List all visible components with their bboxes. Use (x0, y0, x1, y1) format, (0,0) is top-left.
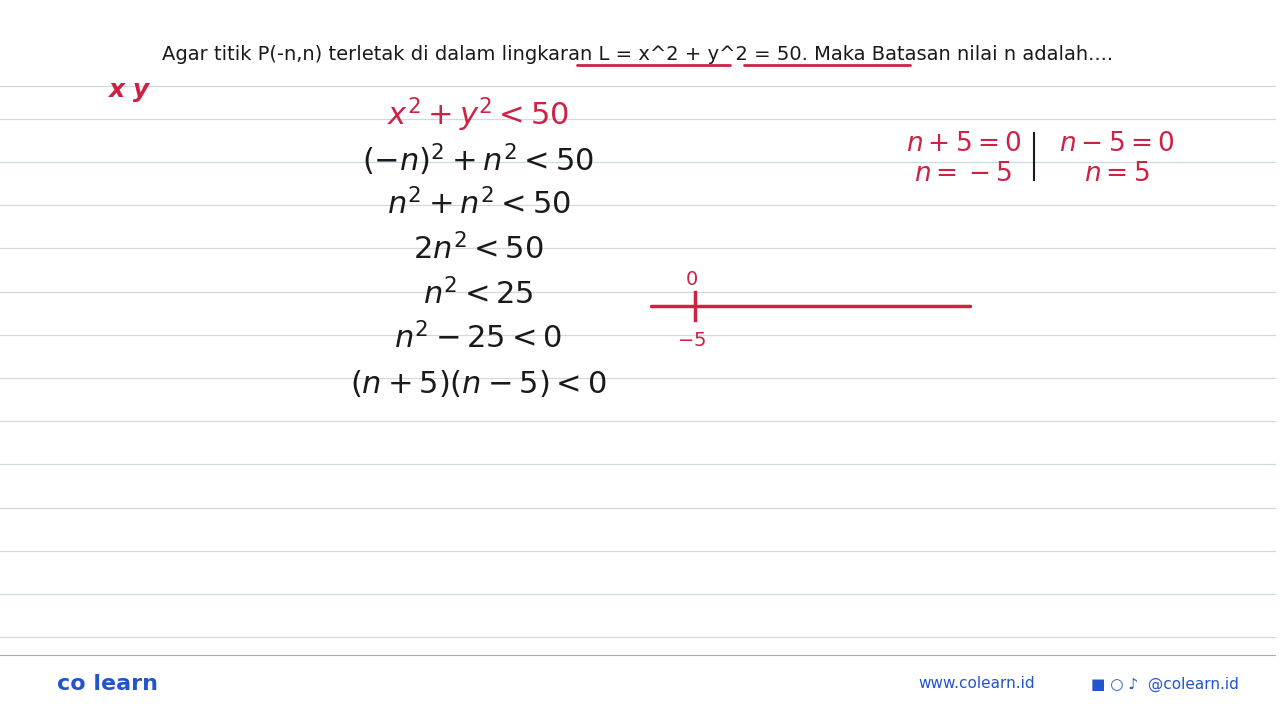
Text: $n+5=0$: $n+5=0$ (906, 131, 1021, 157)
Text: Agar titik P(-n,n) terletak di dalam lingkaran L = x^2 + y^2 = 50. Maka Batasan : Agar titik P(-n,n) terletak di dalam lin… (163, 45, 1114, 63)
Text: $n=-5$: $n=-5$ (914, 161, 1012, 187)
Text: $n^2-25 < 0$: $n^2-25 < 0$ (394, 322, 563, 355)
Text: $n=5$: $n=5$ (1084, 161, 1149, 187)
Text: $-5$: $-5$ (677, 331, 707, 350)
Text: x y: x y (109, 78, 150, 102)
Text: $0$: $0$ (685, 271, 698, 289)
Text: www.colearn.id: www.colearn.id (919, 677, 1036, 691)
Text: $2n^2 < 50$: $2n^2 < 50$ (413, 233, 544, 266)
Text: $x^2+y^2 < 50$: $x^2+y^2 < 50$ (388, 96, 570, 135)
Text: $n^2+n^2 < 50$: $n^2+n^2 < 50$ (387, 188, 571, 221)
Text: $(n+5)(n-5) < 0$: $(n+5)(n-5) < 0$ (351, 367, 607, 399)
Text: $n-5=0$: $n-5=0$ (1059, 131, 1174, 157)
Text: ■ ○ ♪  @colearn.id: ■ ○ ♪ @colearn.id (1091, 676, 1239, 692)
Text: $(-n)^2+n^2 < 50$: $(-n)^2+n^2 < 50$ (362, 142, 595, 178)
Text: co learn: co learn (58, 674, 159, 694)
Text: $n^2 < 25$: $n^2 < 25$ (424, 277, 534, 310)
